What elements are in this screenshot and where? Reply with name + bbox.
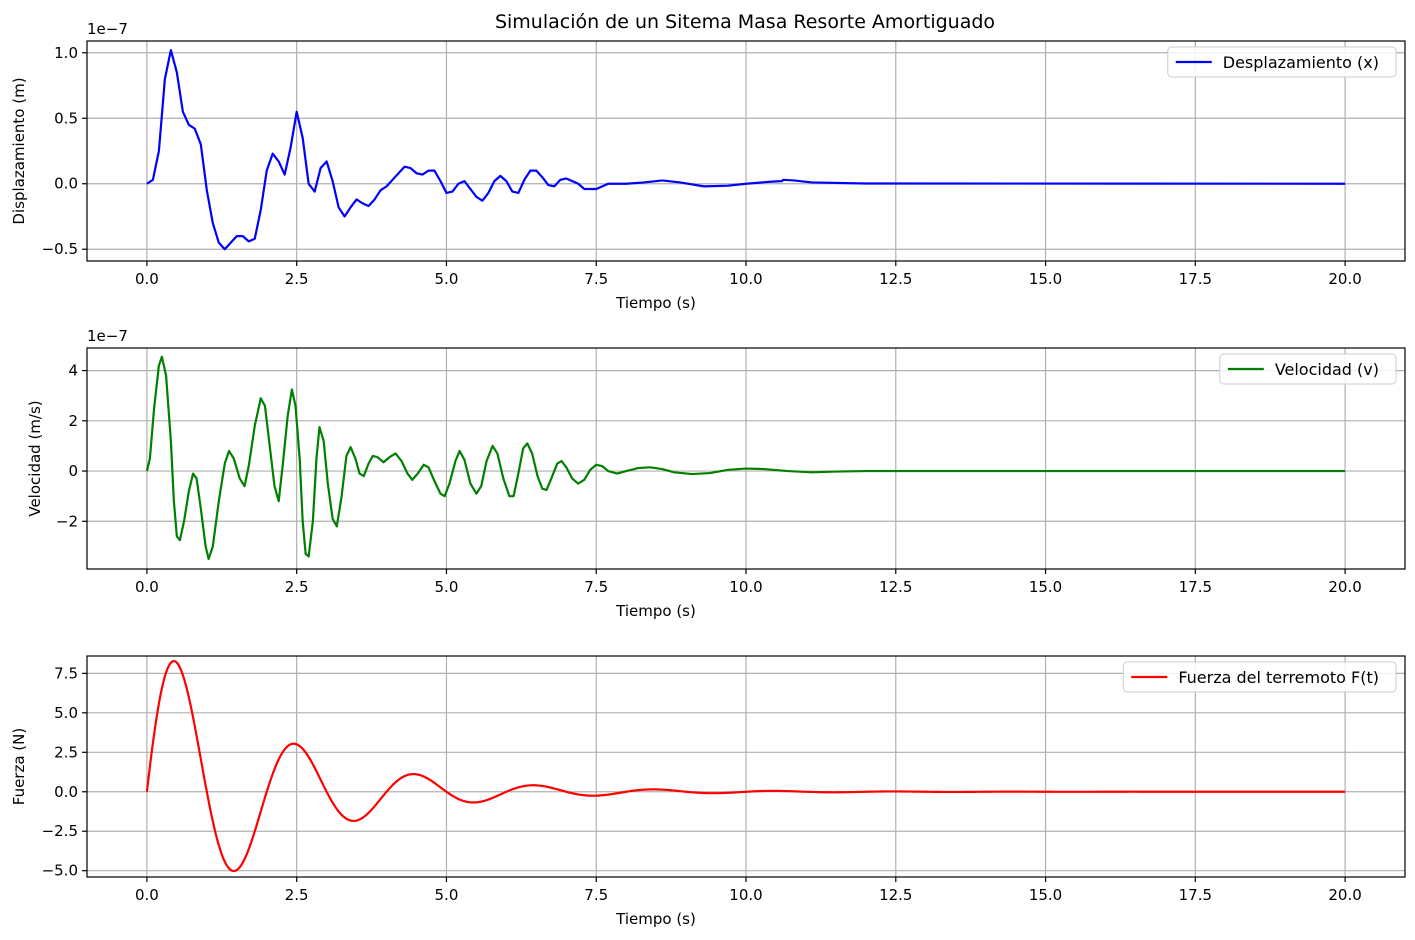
x-tick-label: 7.5	[584, 270, 608, 288]
y-offset-text: 1e−7	[87, 20, 128, 38]
x-tick-label: 12.5	[879, 578, 912, 596]
y-tick-label: 2	[68, 412, 78, 430]
y-axis-label: Fuerza (N)	[10, 728, 28, 805]
x-axis-label: Tiempo (s)	[615, 294, 696, 312]
y-tick-label: −0.5	[42, 240, 78, 258]
x-tick-label: 10.0	[729, 578, 762, 596]
y-tick-label: −2	[56, 512, 78, 530]
axes-frame	[86, 40, 1406, 262]
y-tick-label: 0	[68, 462, 78, 480]
x-tick-label: 5.0	[435, 578, 459, 596]
legend-box	[1219, 353, 1397, 385]
force-series-line	[145, 659, 1346, 873]
y-tick-label: −5.0	[42, 862, 78, 880]
y-tick-label: 4	[68, 362, 78, 380]
x-tick-label: 20.0	[1328, 886, 1361, 904]
displacement-series-line	[146, 49, 1346, 251]
legend-box	[1122, 661, 1397, 693]
x-axis-label: Tiempo (s)	[615, 602, 696, 620]
velocity-series-line	[145, 355, 1346, 561]
x-tick-label: 2.5	[285, 578, 309, 596]
x-tick-label: 7.5	[584, 886, 608, 904]
x-tick-label: 15.0	[1029, 578, 1062, 596]
x-tick-label: 2.5	[285, 270, 309, 288]
y-tick-label: 0.0	[54, 175, 78, 193]
y-tick-label: 7.5	[54, 664, 78, 682]
x-tick-label: 10.0	[729, 270, 762, 288]
x-tick-label: 0.0	[135, 578, 159, 596]
x-tick-label: 5.0	[435, 270, 459, 288]
y-axis-label: Displazamiento (m)	[10, 77, 28, 224]
legend: Fuerza del terremoto F(t)	[1122, 661, 1397, 693]
y-tick-label: 0.5	[54, 109, 78, 127]
axes-frame	[86, 655, 1406, 878]
force-subplot: 0.0 2.5 5.0 7.5 10.0 12.5 15.0 17.5 20.0 −5.0 −2.5…	[10, 655, 1406, 928]
legend-label: Desplazamiento (x)	[1223, 53, 1379, 72]
y-tick-label: 1.0	[54, 44, 78, 62]
x-tick-label: 10.0	[729, 886, 762, 904]
x-tick-label: 20.0	[1328, 578, 1361, 596]
velocity-subplot: 0.0 2.5 5.0 7.5 10.0 12.5 15.0 17.5 20.0 −2 0 2 4 Tie…	[26, 327, 1406, 620]
x-tick-label: 0.0	[135, 270, 159, 288]
y-offset-text: 1e−7	[87, 327, 128, 345]
x-tick-label: 7.5	[584, 578, 608, 596]
legend: Desplazamiento (x)	[1167, 46, 1397, 78]
figure-title: Simulación de un Sitema Masa Resorte Amo…	[495, 11, 995, 33]
displacement-subplot: 0.0 2.5 5.0 7.5 10.0 12.5 15.0 17.5 20.0 −0.5 0.0 0…	[10, 20, 1406, 312]
x-tick-label: 17.5	[1179, 270, 1212, 288]
x-tick-label: 15.0	[1029, 886, 1062, 904]
legend-label: Fuerza del terremoto F(t)	[1178, 668, 1379, 687]
x-tick-label: 20.0	[1328, 270, 1361, 288]
y-tick-label: 5.0	[54, 704, 78, 722]
x-axis-label: Tiempo (s)	[615, 910, 696, 928]
axes-frame	[86, 347, 1406, 570]
x-tick-label: 15.0	[1029, 270, 1062, 288]
legend-box	[1167, 46, 1397, 78]
x-tick-label: 0.0	[135, 886, 159, 904]
legend-label: Velocidad (v)	[1275, 360, 1379, 379]
x-tick-label: 5.0	[435, 886, 459, 904]
y-tick-label: −2.5	[42, 822, 78, 840]
x-tick-label: 12.5	[879, 886, 912, 904]
y-axis-label: Velocidad (m/s)	[26, 400, 44, 516]
y-tick-label: 2.5	[54, 743, 78, 761]
x-tick-label: 2.5	[285, 886, 309, 904]
y-tick-label: 0.0	[54, 783, 78, 801]
legend: Velocidad (v)	[1219, 353, 1397, 385]
x-tick-label: 17.5	[1179, 886, 1212, 904]
x-tick-label: 12.5	[879, 270, 912, 288]
x-tick-label: 17.5	[1179, 578, 1212, 596]
